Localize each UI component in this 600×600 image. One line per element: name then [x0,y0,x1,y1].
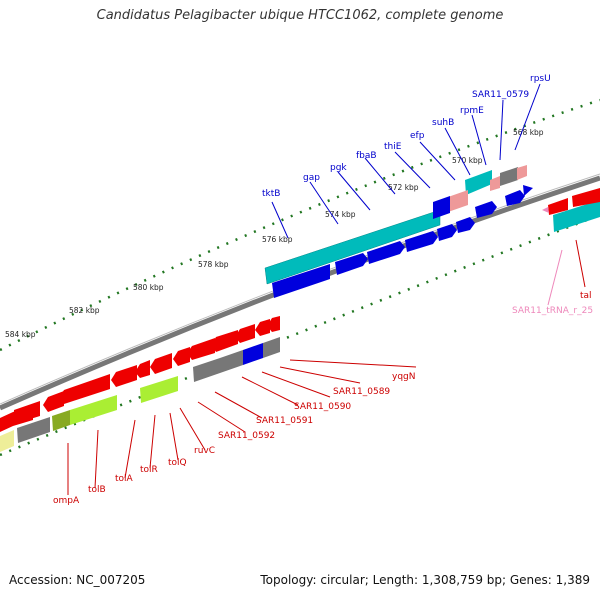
reverse-gene-track[interactable] [0,337,280,452]
outer-tick-track [0,98,600,352]
gene-label-rpmE[interactable]: rpmE [460,106,484,116]
genome-title: Candidatus Pelagibacter ubique HTCC1062,… [96,8,504,23]
position-label: 578 kbp [198,260,229,269]
gene-label-tal[interactable]: tal [580,291,592,301]
forward-cds-track[interactable] [272,185,533,298]
gene-label-yqgN[interactable]: yqgN [392,372,415,382]
gene-label-rpsU[interactable]: rpsU [530,74,551,84]
reverse-gene-small[interactable] [500,167,518,186]
forward-gene-block-3[interactable] [433,196,450,219]
right-reverse-cds-2[interactable] [572,188,600,207]
trna-block-2[interactable] [517,165,527,180]
gene-label-tktB[interactable]: tktB [262,189,280,199]
gene-label-ruvC[interactable]: ruvC [194,446,215,456]
tal-leader-line [575,239,586,288]
position-label: 582 kbp [69,306,100,315]
forward-gene-block[interactable] [264,209,441,285]
position-label: 570 kbp [452,156,483,165]
trna-block[interactable] [448,190,468,212]
gene-label-suhB[interactable]: suhB [432,118,454,128]
gene-label-SAR11-0591[interactable]: SAR11_0591 [256,416,313,426]
gene-label-thiE[interactable]: thiE [384,142,402,152]
gene-label-ompA[interactable]: ompA [53,496,80,506]
forward-gene-block-2[interactable] [465,170,492,195]
genome-summary-text: Topology: circular; Length: 1,308,759 bp… [260,573,590,587]
right-forward-gene[interactable] [553,200,600,232]
position-label: 568 kbp [513,128,544,137]
gene-label-SAR11-0579[interactable]: SAR11_0579 [472,90,529,100]
reverse-cds-track[interactable] [0,316,280,432]
gene-label-tolR[interactable]: tolR [140,465,158,475]
position-label: 572 kbp [388,183,419,192]
forward-leader-lines [271,83,541,239]
trna-leader-line [547,249,563,306]
reverse-leader-lines [67,359,417,495]
gene-label-pgk[interactable]: pgk [330,163,347,173]
position-label: 576 kbp [262,235,293,244]
gene-label-SAR11-0590[interactable]: SAR11_0590 [294,402,351,412]
position-label: 584 kbp [5,330,36,339]
gene-label-tolA[interactable]: tolA [115,474,134,484]
right-reverse-cds[interactable] [548,198,568,215]
position-label: 580 kbp [133,283,164,292]
gene-label-fbaB[interactable]: fbaB [356,151,377,161]
gene-label-SAR11-0589[interactable]: SAR11_0589 [333,387,390,397]
gene-label-tolQ[interactable]: tolQ [168,458,187,468]
right-trna[interactable] [542,207,549,213]
gene-label-SAR11-0592[interactable]: SAR11_0592 [218,431,275,441]
gene-label-tolB[interactable]: tolB [88,485,106,495]
accession-text: Accession: NC_007205 [9,573,146,587]
gene-label-SAR11-tRNA-r-25[interactable]: SAR11_tRNA_r_25 [512,306,593,316]
gene-label-gap[interactable]: gap [303,173,320,183]
gene-label-efp[interactable]: efp [410,131,425,141]
position-label: 574 kbp [325,210,356,219]
trna-block-3[interactable] [490,176,500,191]
